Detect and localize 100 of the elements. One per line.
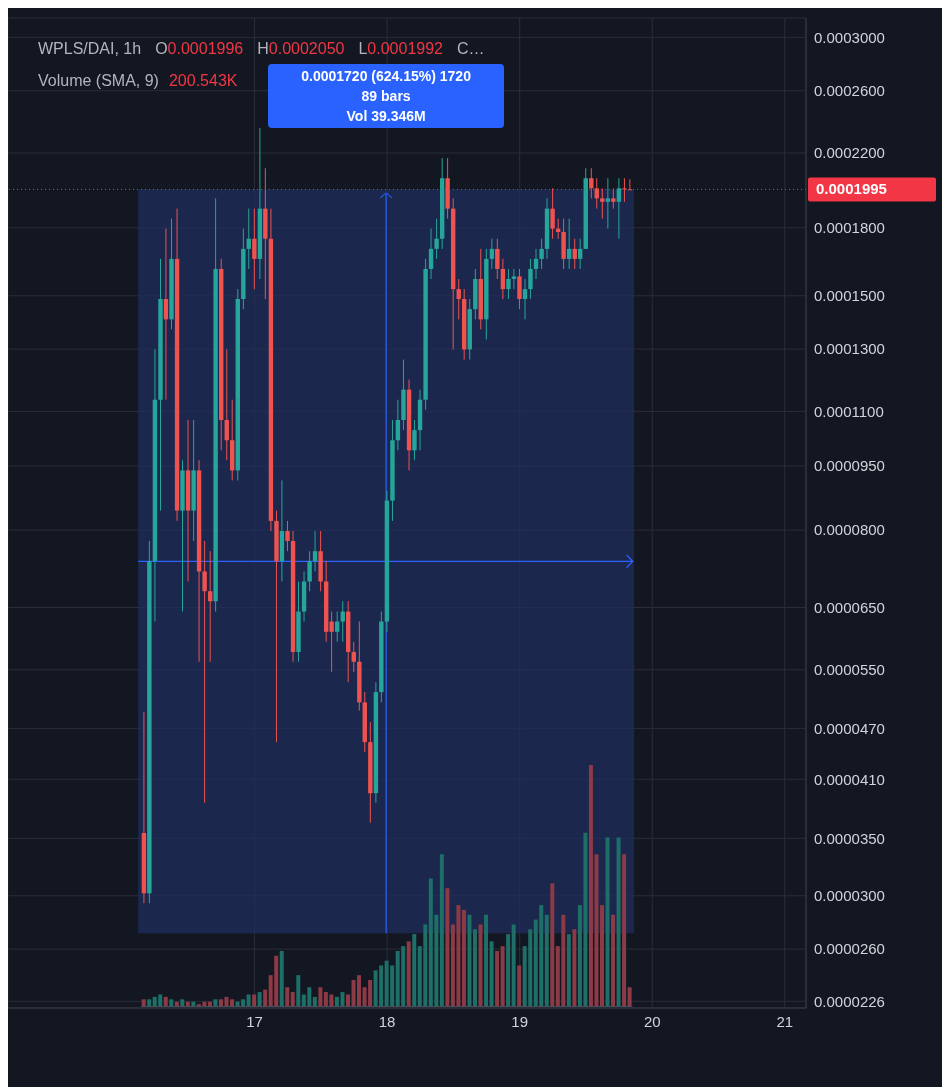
candlestick bbox=[285, 520, 290, 552]
candlestick bbox=[202, 540, 207, 804]
bar bbox=[252, 994, 257, 1007]
bar bbox=[512, 924, 517, 1007]
bar bbox=[346, 994, 351, 1007]
bar bbox=[545, 915, 550, 1007]
candlestick bbox=[495, 238, 500, 280]
annotation: L0.0001992 bbox=[358, 40, 443, 57]
y-tick-label: 0.0001300 bbox=[814, 340, 885, 358]
bar bbox=[407, 941, 412, 1007]
bar bbox=[550, 883, 555, 1007]
annotation: C… bbox=[457, 40, 485, 57]
candlestick bbox=[522, 278, 528, 320]
candlestick bbox=[489, 238, 495, 270]
bar bbox=[478, 924, 483, 1007]
bar bbox=[258, 992, 262, 1007]
annotation: 89 bars bbox=[360, 87, 412, 106]
x-tick-label: 21 bbox=[776, 1012, 794, 1030]
bar bbox=[572, 929, 577, 1007]
candlestick bbox=[572, 238, 577, 270]
y-tick-label: 0.0000800 bbox=[814, 521, 885, 539]
candlestick bbox=[307, 550, 312, 592]
y-tick-label: 0.0000550 bbox=[814, 661, 885, 679]
y-tick-label: 0.0001100 bbox=[814, 402, 884, 420]
bar bbox=[616, 837, 621, 1007]
candlestick bbox=[622, 177, 627, 203]
bar bbox=[500, 946, 505, 1007]
annotation: O0.0001996 bbox=[155, 40, 244, 57]
bar bbox=[567, 934, 572, 1007]
bar bbox=[484, 915, 489, 1007]
bar bbox=[219, 999, 224, 1007]
bar bbox=[467, 915, 472, 1007]
bar bbox=[445, 888, 450, 1007]
candlestick bbox=[434, 218, 439, 260]
y-tick-label: 0.0000650 bbox=[814, 598, 885, 616]
x-tick-label: 17 bbox=[246, 1012, 263, 1030]
candlestick bbox=[252, 208, 257, 290]
candlestick bbox=[566, 218, 572, 270]
y-tick-label: 0.0000410 bbox=[814, 770, 885, 788]
bar bbox=[489, 941, 494, 1007]
y-tick-label: 0.0001800 bbox=[814, 219, 885, 237]
bar bbox=[495, 951, 500, 1007]
candlestick bbox=[600, 187, 605, 220]
candlestick bbox=[528, 258, 533, 300]
bar bbox=[285, 987, 290, 1007]
candlestick bbox=[577, 238, 583, 270]
candlestick bbox=[395, 399, 401, 451]
bar bbox=[142, 999, 147, 1007]
annotation: 0.0001720 (624.15%) 1720 bbox=[300, 67, 472, 86]
candlestick bbox=[517, 268, 522, 310]
y-tick-label: 0.0000950 bbox=[814, 457, 885, 475]
bar bbox=[318, 987, 323, 1007]
candlestick bbox=[533, 248, 539, 280]
bar bbox=[246, 994, 251, 1007]
bar bbox=[627, 987, 632, 1007]
y-tick-label: 0.0003000 bbox=[814, 28, 885, 46]
bar bbox=[324, 992, 329, 1007]
bar bbox=[169, 999, 174, 1007]
x-tick-label: 18 bbox=[378, 1012, 396, 1030]
y-tick-label: 0.0001500 bbox=[814, 287, 885, 305]
bar bbox=[429, 878, 434, 1007]
bar bbox=[473, 929, 478, 1007]
bar bbox=[440, 854, 445, 1007]
text: WPLS/DAI, 1h bbox=[38, 40, 142, 57]
candlestick bbox=[589, 167, 594, 199]
y-tick-label: 0.0002200 bbox=[814, 144, 885, 162]
candlestick bbox=[412, 419, 417, 461]
y-tick-label: 0.0002600 bbox=[814, 82, 885, 100]
candlestick bbox=[428, 228, 434, 280]
bar bbox=[313, 997, 318, 1007]
bar bbox=[213, 999, 218, 1007]
x-tick-label: 20 bbox=[643, 1012, 661, 1030]
bar bbox=[385, 961, 390, 1007]
bar bbox=[589, 765, 594, 1007]
bar bbox=[180, 999, 185, 1007]
candlestick bbox=[208, 550, 213, 663]
bar bbox=[280, 951, 285, 1007]
y-tick-label: 0.0000470 bbox=[814, 719, 885, 737]
candlestick bbox=[616, 177, 622, 240]
y-tick-label: 0.0000300 bbox=[814, 887, 885, 905]
bar bbox=[622, 854, 627, 1007]
bar bbox=[605, 837, 610, 1007]
bar bbox=[506, 934, 511, 1007]
candlestick bbox=[539, 238, 544, 270]
candlestick bbox=[550, 187, 555, 240]
candlestick bbox=[611, 187, 616, 210]
measure-label: 0.0001720 (624.15%) 1720 89 bars Vol 39.346M bbox=[268, 64, 505, 128]
ref-line-label: 0.0001995 bbox=[816, 180, 887, 198]
bar bbox=[462, 910, 467, 1007]
bar bbox=[164, 997, 169, 1007]
candlestick bbox=[506, 268, 511, 300]
bar bbox=[412, 934, 417, 1007]
bar bbox=[517, 965, 522, 1007]
bar bbox=[600, 905, 605, 1007]
bar bbox=[153, 997, 158, 1007]
bar bbox=[230, 999, 235, 1007]
y-tick-label: 0.0000350 bbox=[814, 829, 885, 847]
x-tick-label: 19 bbox=[511, 1012, 529, 1030]
candlestick bbox=[500, 258, 506, 300]
text: Volume (SMA, 9) 200.543K bbox=[38, 72, 238, 89]
